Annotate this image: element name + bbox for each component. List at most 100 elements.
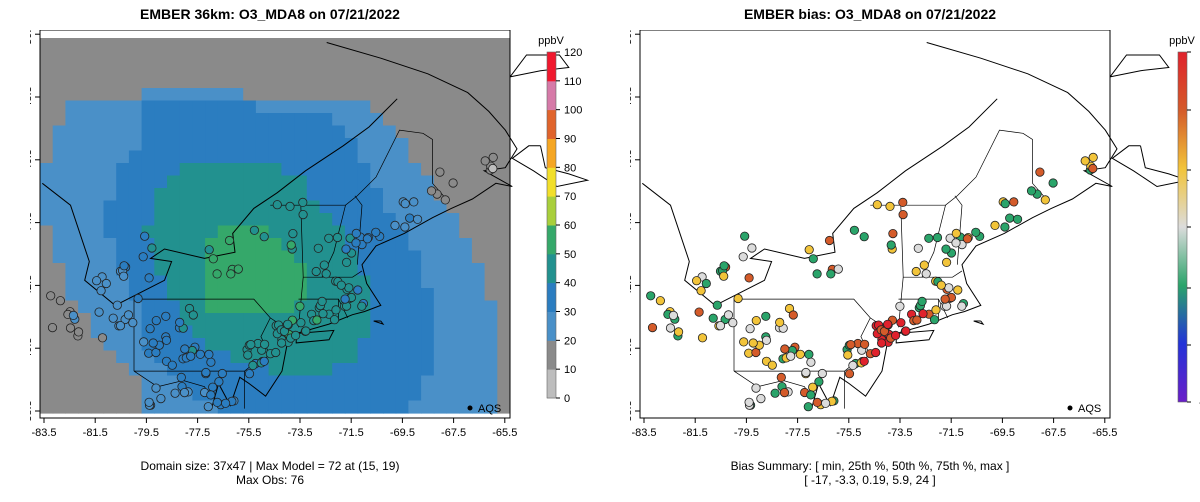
bias-station-marker	[812, 269, 822, 279]
aqs-station-marker	[351, 238, 361, 248]
bias-station-marker	[1040, 195, 1050, 205]
bias-station-marker	[745, 324, 755, 334]
model-grid-cell	[243, 300, 257, 314]
model-grid-cell	[167, 113, 181, 127]
left-x-tick-label: -83.5	[31, 427, 56, 439]
model-grid-cell	[128, 400, 143, 414]
model-grid-cell	[179, 163, 193, 177]
model-grid-cell	[471, 50, 486, 64]
model-grid-cell	[446, 225, 460, 239]
model-grid-cell	[255, 200, 270, 214]
model-grid-cell	[421, 300, 435, 314]
model-grid-cell	[344, 113, 359, 127]
model-grid-cell	[128, 275, 143, 289]
model-grid-cell	[306, 288, 321, 302]
model-grid-cell	[52, 38, 66, 52]
model-grid-cell	[446, 388, 460, 402]
model-grid-cell	[446, 50, 460, 64]
model-grid-cell	[141, 375, 155, 389]
aqs-station-marker	[233, 264, 243, 274]
bias-station-marker	[776, 372, 786, 382]
model-grid-cell	[370, 388, 384, 402]
model-grid-cell	[78, 263, 92, 277]
model-grid-cell	[484, 388, 498, 402]
model-grid-cell	[294, 63, 308, 77]
model-grid-cell	[52, 163, 66, 177]
model-grid-cell	[167, 288, 181, 302]
model-grid-cell	[319, 325, 333, 339]
model-grid-cell	[90, 375, 105, 389]
aqs-station-marker	[46, 291, 56, 301]
model-grid-cell	[116, 38, 130, 52]
model-grid-cell	[459, 150, 473, 164]
model-grid-cell	[179, 263, 193, 277]
aqs-station-marker	[123, 310, 134, 320]
model-grid-cell	[408, 50, 422, 64]
model-grid-cell	[408, 338, 422, 352]
aqs-station-marker	[128, 318, 138, 328]
model-grid-cell	[408, 175, 422, 189]
model-grid-cell	[40, 338, 54, 352]
model-grid-cell	[484, 188, 498, 202]
model-grid-cell	[192, 288, 206, 302]
model-grid-cell	[128, 113, 143, 127]
model-grid-cell	[421, 313, 435, 327]
model-grid-cell	[459, 175, 473, 189]
model-grid-cell	[40, 50, 54, 64]
model-grid-cell	[459, 113, 473, 127]
aqs-station-marker	[426, 186, 437, 196]
model-grid-cell	[141, 50, 155, 64]
right-great-lakes-shoreline	[641, 98, 998, 306]
model-grid-cell	[370, 400, 384, 414]
model-grid-cell	[357, 338, 371, 352]
model-grid-cell	[167, 238, 181, 252]
model-grid-cell	[65, 225, 79, 239]
model-grid-cell	[243, 188, 257, 202]
model-grid-cell	[230, 338, 244, 352]
model-grid-cell	[167, 138, 181, 152]
model-grid-cell	[433, 113, 448, 127]
model-grid-cell	[243, 175, 257, 189]
model-grid-cell	[52, 275, 66, 289]
model-grid-cell	[332, 100, 346, 114]
model-grid-cell	[319, 138, 333, 152]
model-grid-cell	[141, 63, 155, 77]
model-grid-cell	[357, 163, 371, 177]
model-grid-cell	[128, 213, 143, 227]
model-grid-cell	[52, 175, 66, 189]
model-grid-cell	[421, 325, 435, 339]
model-grid-cell	[255, 375, 270, 389]
bias-station-marker	[665, 323, 676, 333]
model-grid-cell	[383, 338, 397, 352]
ozone-colorbar-tick-label: 0	[564, 393, 570, 405]
model-grid-cell	[78, 275, 92, 289]
ozone-colorbar-tick-label: 100	[564, 105, 582, 117]
aqs-station-marker	[175, 317, 185, 327]
model-grid-cell	[167, 75, 181, 89]
model-grid-cell	[243, 63, 257, 77]
model-grid-cell	[52, 375, 66, 389]
model-grid-cell	[103, 263, 117, 277]
model-grid-cell	[370, 175, 384, 189]
aqs-station-marker	[260, 339, 270, 349]
model-grid-cell	[281, 100, 295, 114]
model-grid-cell	[383, 163, 397, 177]
model-grid-cell	[421, 350, 435, 364]
model-grid-cell	[344, 400, 359, 414]
model-grid-cell	[497, 338, 510, 352]
model-grid-cell	[383, 75, 397, 89]
model-grid-cell	[205, 63, 219, 77]
model-grid-cell	[294, 113, 308, 127]
bias-station-marker	[945, 233, 955, 243]
model-grid-cell	[65, 338, 79, 352]
model-grid-cell	[484, 50, 498, 64]
model-grid-cell	[179, 188, 193, 202]
model-grid-cell	[319, 163, 333, 177]
model-grid-cell	[306, 138, 321, 152]
left-x-tick-label: -81.5	[83, 427, 108, 439]
model-grid-cell	[459, 263, 473, 277]
model-grid-cell	[497, 50, 510, 64]
bias-station-marker	[824, 235, 835, 246]
aqs-station-marker	[409, 197, 419, 207]
bias-station-marker	[886, 240, 896, 250]
